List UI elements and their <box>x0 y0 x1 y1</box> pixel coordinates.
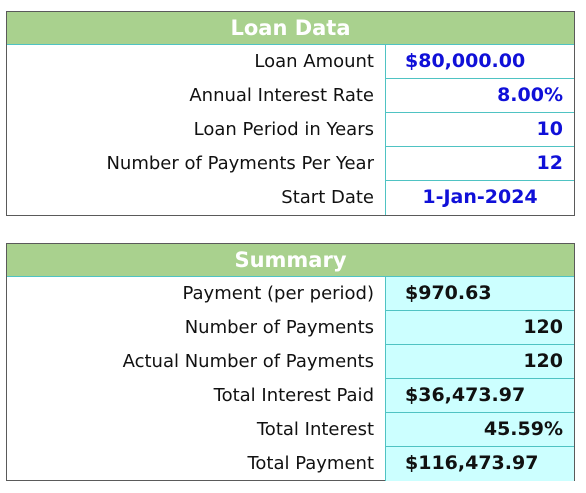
input-loan-amount[interactable]: $80,000.00 <box>386 45 574 79</box>
cell-total-interest[interactable]: 45.59% <box>386 413 574 447</box>
label-loan-period: Loan Period in Years <box>7 113 386 147</box>
label-annual-interest-rate: Annual Interest Rate <box>7 79 386 113</box>
loan-data-header: Loan Data <box>7 12 574 45</box>
row-total-payment: Total Payment $116,473.97 <box>7 447 574 481</box>
row-total-interest: Total Interest 45.59% <box>7 413 574 447</box>
cell-actual-number-of-payments[interactable]: 120 <box>386 345 574 379</box>
cell-total-payment[interactable]: $116,473.97 <box>386 447 574 481</box>
label-loan-amount: Loan Amount <box>7 45 386 79</box>
row-number-of-payments: Number of Payments 120 <box>7 311 574 345</box>
row-annual-interest-rate: Annual Interest Rate 8.00% <box>7 79 574 113</box>
input-payments-per-year[interactable]: 12 <box>386 147 574 181</box>
row-loan-amount: Loan Amount $80,000.00 <box>7 45 574 79</box>
label-payments-per-year: Number of Payments Per Year <box>7 147 386 181</box>
row-payment-per-period: Payment (per period) $970.63 <box>7 277 574 311</box>
loan-data-table: Loan Data Loan Amount $80,000.00 Annual … <box>6 11 575 216</box>
row-start-date: Start Date 1-Jan-2024 <box>7 181 574 215</box>
input-annual-interest-rate[interactable]: 8.00% <box>386 79 574 113</box>
label-number-of-payments: Number of Payments <box>7 311 386 345</box>
label-total-interest: Total Interest <box>7 413 386 447</box>
summary-header: Summary <box>7 244 574 277</box>
cell-number-of-payments[interactable]: 120 <box>386 311 574 345</box>
input-loan-period[interactable]: 10 <box>386 113 574 147</box>
input-start-date[interactable]: 1-Jan-2024 <box>386 181 574 215</box>
label-payment-per-period: Payment (per period) <box>7 277 386 311</box>
label-total-payment: Total Payment <box>7 447 386 481</box>
label-start-date: Start Date <box>7 181 386 215</box>
row-total-interest-paid: Total Interest Paid $36,473.97 <box>7 379 574 413</box>
cell-total-interest-paid[interactable]: $36,473.97 <box>386 379 574 413</box>
row-actual-number-of-payments: Actual Number of Payments 120 <box>7 345 574 379</box>
row-loan-period: Loan Period in Years 10 <box>7 113 574 147</box>
label-total-interest-paid: Total Interest Paid <box>7 379 386 413</box>
row-payments-per-year: Number of Payments Per Year 12 <box>7 147 574 181</box>
label-actual-number-of-payments: Actual Number of Payments <box>7 345 386 379</box>
cell-payment-per-period[interactable]: $970.63 <box>386 277 574 311</box>
summary-table: Summary Payment (per period) $970.63 Num… <box>6 243 575 481</box>
